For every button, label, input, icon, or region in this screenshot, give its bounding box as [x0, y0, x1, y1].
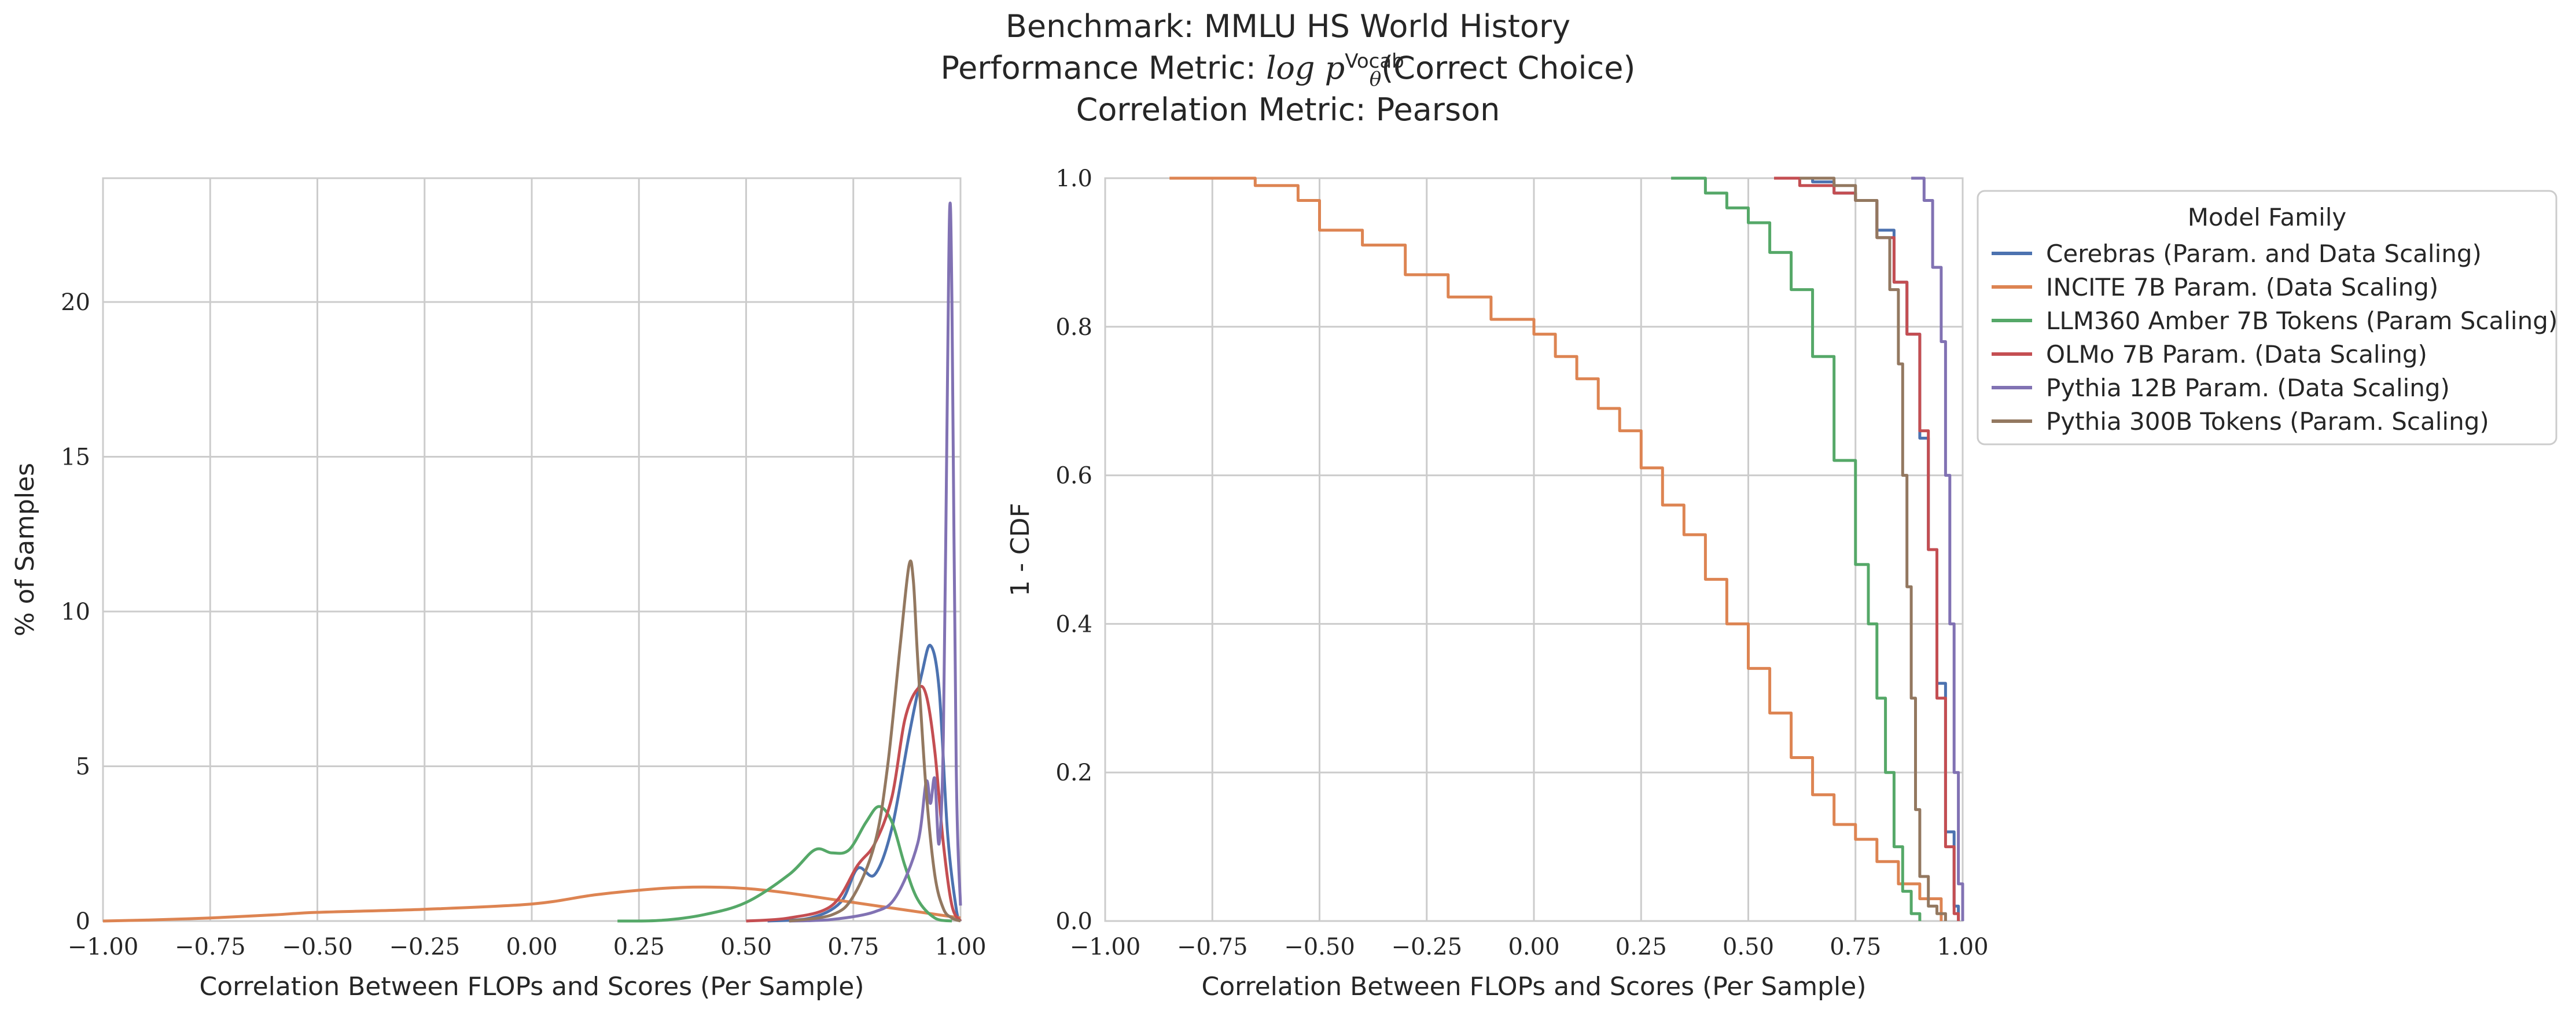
- x-tick-label: 0.00: [1508, 934, 1559, 960]
- kde-plot-panel: −1.00 −0.75 −0.50 −0.25 0.00 0.25 0.50 0.75 1.00…: [10, 177, 987, 1001]
- chart-title-benchmark: Benchmark: MMLU HS World History: [1005, 8, 1571, 45]
- y-tick-label: 20: [61, 289, 90, 316]
- metric-superscript: Vocab: [1345, 50, 1404, 73]
- x-tick-label: −0.75: [1177, 934, 1248, 960]
- series-line-pythia-12b-param-data-scaling: [789, 201, 962, 923]
- x-tick-label: −0.50: [282, 934, 353, 960]
- x-tick-label: 0.00: [506, 934, 557, 960]
- x-axis-label: Correlation Between FLOPs and Scores (Pe…: [199, 972, 864, 1001]
- x-tick-label: 0.50: [720, 934, 772, 960]
- legend-label-llm360-amber-7b-tokens-param-scaling: LLM360 Amber 7B Tokens (Param Scaling): [2046, 307, 2557, 335]
- x-tick-label: −1.00: [1070, 934, 1141, 960]
- metric-subscript: θ: [1369, 67, 1382, 91]
- series-line-cerebras-param-and-data-scaling: [767, 644, 962, 923]
- chart-title-correlation: Correlation Metric: Pearson: [1076, 91, 1500, 128]
- plot-frame: [1104, 177, 1964, 922]
- series-line-olmo-7b-param-data-scaling: [746, 684, 962, 923]
- metric-suffix: (Correct Choice): [1381, 50, 1636, 86]
- legend: Model Family Cerebras (Param. and Data Sc…: [1977, 190, 2557, 445]
- x-tick-label: 0.75: [827, 934, 879, 960]
- y-axis-label: % of Samples: [10, 463, 40, 636]
- x-tick-label: −0.75: [175, 934, 246, 960]
- y-tick-label: 0.8: [1055, 314, 1092, 341]
- metric-math: log p: [1266, 50, 1345, 86]
- y-tick-label: 1.0: [1055, 165, 1092, 192]
- legend-title: Model Family: [2188, 203, 2347, 231]
- x-tick-label: 0.25: [613, 934, 665, 960]
- series-line-llm360-amber-7b-tokens-param-scaling: [617, 805, 952, 923]
- metric-prefix: Performance Metric:: [940, 50, 1267, 86]
- plot-frame: [102, 177, 962, 922]
- legend-label-olmo-7b-param-data-scaling: OLMo 7B Param. (Data Scaling): [2046, 340, 2427, 369]
- x-tick-label: 0.75: [1830, 934, 1881, 960]
- legend-box: [1977, 190, 2557, 445]
- survival-plot-panel: −1.00 −0.75 −0.50 −0.25 0.00 0.25 0.50 0.75 1.00…: [1006, 165, 1989, 1001]
- y-tick-label: 0: [76, 908, 90, 935]
- y-tick-label: 0.2: [1055, 760, 1092, 786]
- y-tick-label: 0.0: [1055, 908, 1092, 935]
- y-tick-label: 15: [61, 444, 90, 471]
- x-tick-label: 0.25: [1615, 934, 1667, 960]
- y-tick-label: 5: [76, 754, 90, 780]
- series-line-llm360-amber-7b-tokens-param-scaling: [1671, 176, 1922, 921]
- x-tick-label: −1.00: [68, 934, 139, 960]
- series-line-pythia-12b-param-data-scaling: [1911, 176, 1964, 921]
- legend-label-pythia-12b-param-data-scaling: Pythia 12B Param. (Data Scaling): [2046, 374, 2450, 402]
- series-line-olmo-7b-param-data-scaling: [1774, 176, 1960, 921]
- x-tick-label: 1.00: [1937, 934, 1988, 960]
- series-line-incite-7b-param-data-scaling: [1169, 176, 1943, 921]
- x-axis-label: Correlation Between FLOPs and Scores (Pe…: [1201, 972, 1866, 1001]
- x-tick-label: −0.25: [389, 934, 460, 960]
- legend-label-cerebras-param-and-data-scaling: Cerebras (Param. and Data Scaling): [2046, 240, 2482, 268]
- series-line-pythia-300b-tokens-param-scaling: [1799, 176, 1947, 921]
- series-line-pythia-300b-tokens-param-scaling: [789, 559, 961, 923]
- legend-label-incite-7b-param-data-scaling: INCITE 7B Param. (Data Scaling): [2046, 273, 2438, 301]
- series-line-incite-7b-param-data-scaling: [102, 885, 961, 923]
- y-tick-label: 10: [61, 599, 90, 625]
- y-tick-label: 0.6: [1055, 463, 1092, 489]
- x-tick-label: −0.25: [1391, 934, 1462, 960]
- chart-title-metric: Performance Metric: log pVocabθ(Correct …: [0, 50, 2576, 91]
- x-tick-label: 0.50: [1723, 934, 1774, 960]
- y-tick-label: 0.4: [1055, 611, 1092, 638]
- legend-label-pythia-300b-tokens-param-scaling: Pythia 300B Tokens (Param. Scaling): [2046, 407, 2489, 436]
- y-axis-label: 1 - CDF: [1006, 503, 1035, 596]
- x-tick-label: −0.50: [1284, 934, 1355, 960]
- x-tick-label: 1.00: [934, 934, 986, 960]
